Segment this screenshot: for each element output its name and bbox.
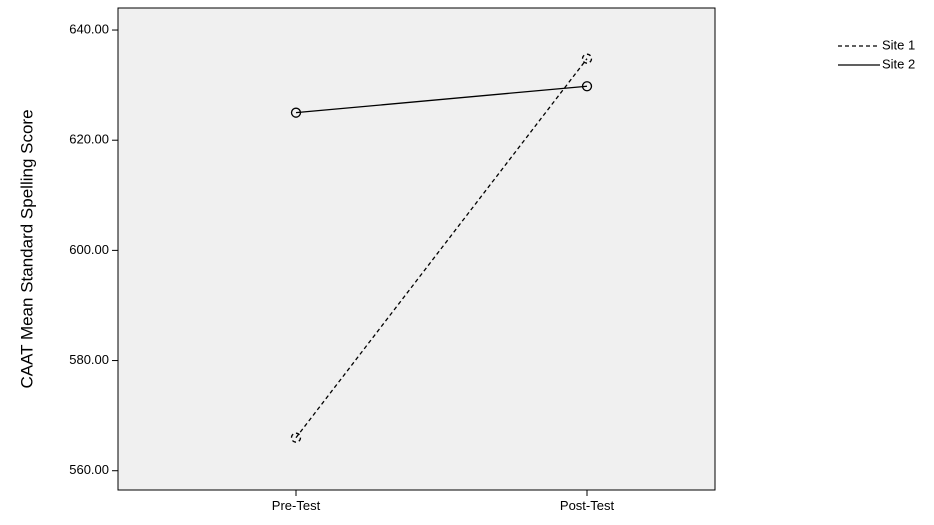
- data-point-marker: [290, 107, 302, 118]
- x-axis: Pre-Test Post-Test: [272, 490, 615, 513]
- data-point-marker: [290, 432, 302, 443]
- data-point-marker: [581, 81, 593, 92]
- y-axis-title: CAAT Mean Standard Spelling Score: [17, 109, 36, 388]
- x-tick-label: Pre-Test: [272, 498, 321, 513]
- y-tick-label: 580.00: [69, 352, 109, 367]
- y-tick-label: 640.00: [69, 21, 109, 36]
- series-layer: [290, 53, 593, 443]
- series-line-site-1: [295, 58, 588, 439]
- legend-label: Site 1: [882, 37, 915, 52]
- legend: Site 1 Site 2: [838, 37, 915, 71]
- plot-area: [117, 7, 716, 491]
- y-tick-label: 560.00: [69, 462, 109, 477]
- series-line-site-2: [295, 85, 588, 114]
- y-axis: 560.00 580.00 600.00 620.00 640.00: [69, 21, 118, 477]
- y-tick-label: 600.00: [69, 242, 109, 257]
- legend-label: Site 2: [882, 56, 915, 71]
- data-point-marker: [581, 53, 593, 64]
- y-tick-label: 620.00: [69, 132, 109, 147]
- x-tick-label: Post-Test: [560, 498, 615, 513]
